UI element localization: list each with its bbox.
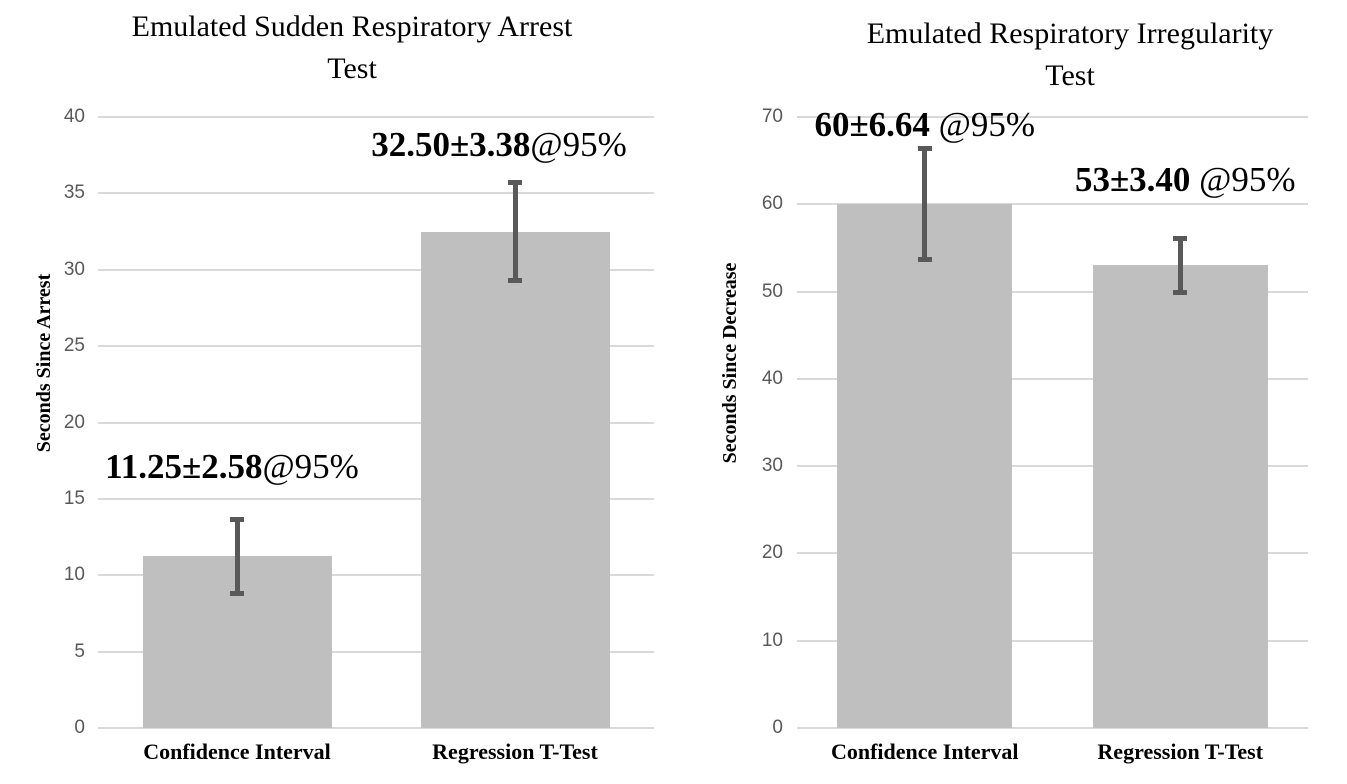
error-bar-bottom-cap <box>230 590 244 596</box>
annotation-value: 32.50±3.38 <box>371 124 531 164</box>
error-bar-top-cap <box>230 516 244 522</box>
y-axis-tick-label: 70 <box>761 106 783 127</box>
y-axis-tick-label: 35 <box>63 182 85 204</box>
gridline <box>797 203 1308 206</box>
error-bar <box>1177 235 1183 296</box>
chart-title: Emulated Respiratory Irregularity Test <box>867 13 1274 97</box>
error-bar-top-cap <box>917 146 932 152</box>
y-axis-tick-label: 20 <box>761 542 783 564</box>
error-bar-top-cap <box>508 179 522 185</box>
x-axis-category-label: Regression T-Test <box>432 739 598 764</box>
y-axis-tick-label: 30 <box>761 455 783 477</box>
y-axis-tick-label: 40 <box>761 367 783 389</box>
x-axis-category-label: Regression T-Test <box>1097 739 1264 764</box>
error-bar-bottom-cap <box>917 257 932 263</box>
gridline <box>797 639 1308 642</box>
bar-regression-t-test <box>1092 265 1268 728</box>
x-axis-category-label: Confidence Interval <box>143 739 331 764</box>
value-annotation: 53±3.40 @95% <box>1075 159 1296 201</box>
gridline <box>98 345 654 348</box>
gridline <box>98 192 654 195</box>
y-axis-tick-label: 20 <box>63 411 85 433</box>
gridline <box>98 268 654 271</box>
chart-title-line-1: Emulated Sudden Respiratory Arrest <box>131 10 573 43</box>
y-axis-tick-label: 25 <box>63 335 85 357</box>
chart-title-line-1: Emulated Respiratory Irregularity <box>866 17 1274 50</box>
gridline <box>797 290 1308 293</box>
gridline <box>797 116 1308 118</box>
y-axis-tick-label: 15 <box>63 487 85 509</box>
annotation-confidence: @95% <box>530 124 627 164</box>
y-axis-tick-label: 60 <box>761 193 783 215</box>
annotation-confidence: @95% <box>1190 159 1296 199</box>
y-axis-tick-label: 10 <box>63 564 85 586</box>
chart-title-line-2: Test <box>327 52 377 85</box>
gridline <box>98 421 654 424</box>
error-bar-bottom-cap <box>508 278 522 284</box>
y-axis-tick-label: 30 <box>63 258 85 280</box>
gridline <box>98 574 654 577</box>
error-bar-top-cap <box>1173 235 1188 241</box>
gridline <box>797 377 1308 380</box>
annotation-confidence: @95% <box>262 446 359 486</box>
y-axis-tick-label: 0 <box>74 717 85 738</box>
error-bar <box>234 516 240 596</box>
gridline <box>98 116 654 118</box>
value-annotation: 11.25±2.58@95% <box>105 446 359 488</box>
annotation-value: 60±6.64 <box>814 105 930 145</box>
error-bar-bottom-cap <box>1173 290 1188 296</box>
y-axis-tick-label: 40 <box>63 106 85 127</box>
value-annotation: 32.50±3.38@95% <box>371 124 627 166</box>
error-bar <box>922 146 928 263</box>
annotation-value: 11.25±2.58 <box>105 446 263 486</box>
y-axis-tick-label: 10 <box>761 629 783 651</box>
bar-regression-t-test <box>420 231 610 728</box>
chart-title: Emulated Sudden Respiratory Arrest Test <box>132 6 573 90</box>
y-axis-title: Seconds Since Decrease <box>719 262 741 464</box>
gridline <box>98 727 654 729</box>
value-annotation: 60±6.64 @95% <box>814 104 1035 146</box>
gridline <box>98 650 654 653</box>
gridline <box>797 552 1308 555</box>
error-bar <box>512 179 518 284</box>
annotation-confidence: @95% <box>929 105 1036 145</box>
y-axis-tick-label: 50 <box>761 280 783 302</box>
bar-confidence-interval <box>837 204 1013 728</box>
gridline <box>797 465 1308 468</box>
annotation-value: 53±3.40 <box>1074 159 1191 199</box>
y-axis-tick-label: 5 <box>74 640 85 662</box>
chart-title-line-2: Test <box>1045 59 1095 92</box>
gridline <box>797 727 1308 729</box>
x-axis-category-label: Confidence Interval <box>830 739 1019 764</box>
gridline <box>98 497 654 500</box>
y-axis-tick-label: 0 <box>772 717 783 738</box>
